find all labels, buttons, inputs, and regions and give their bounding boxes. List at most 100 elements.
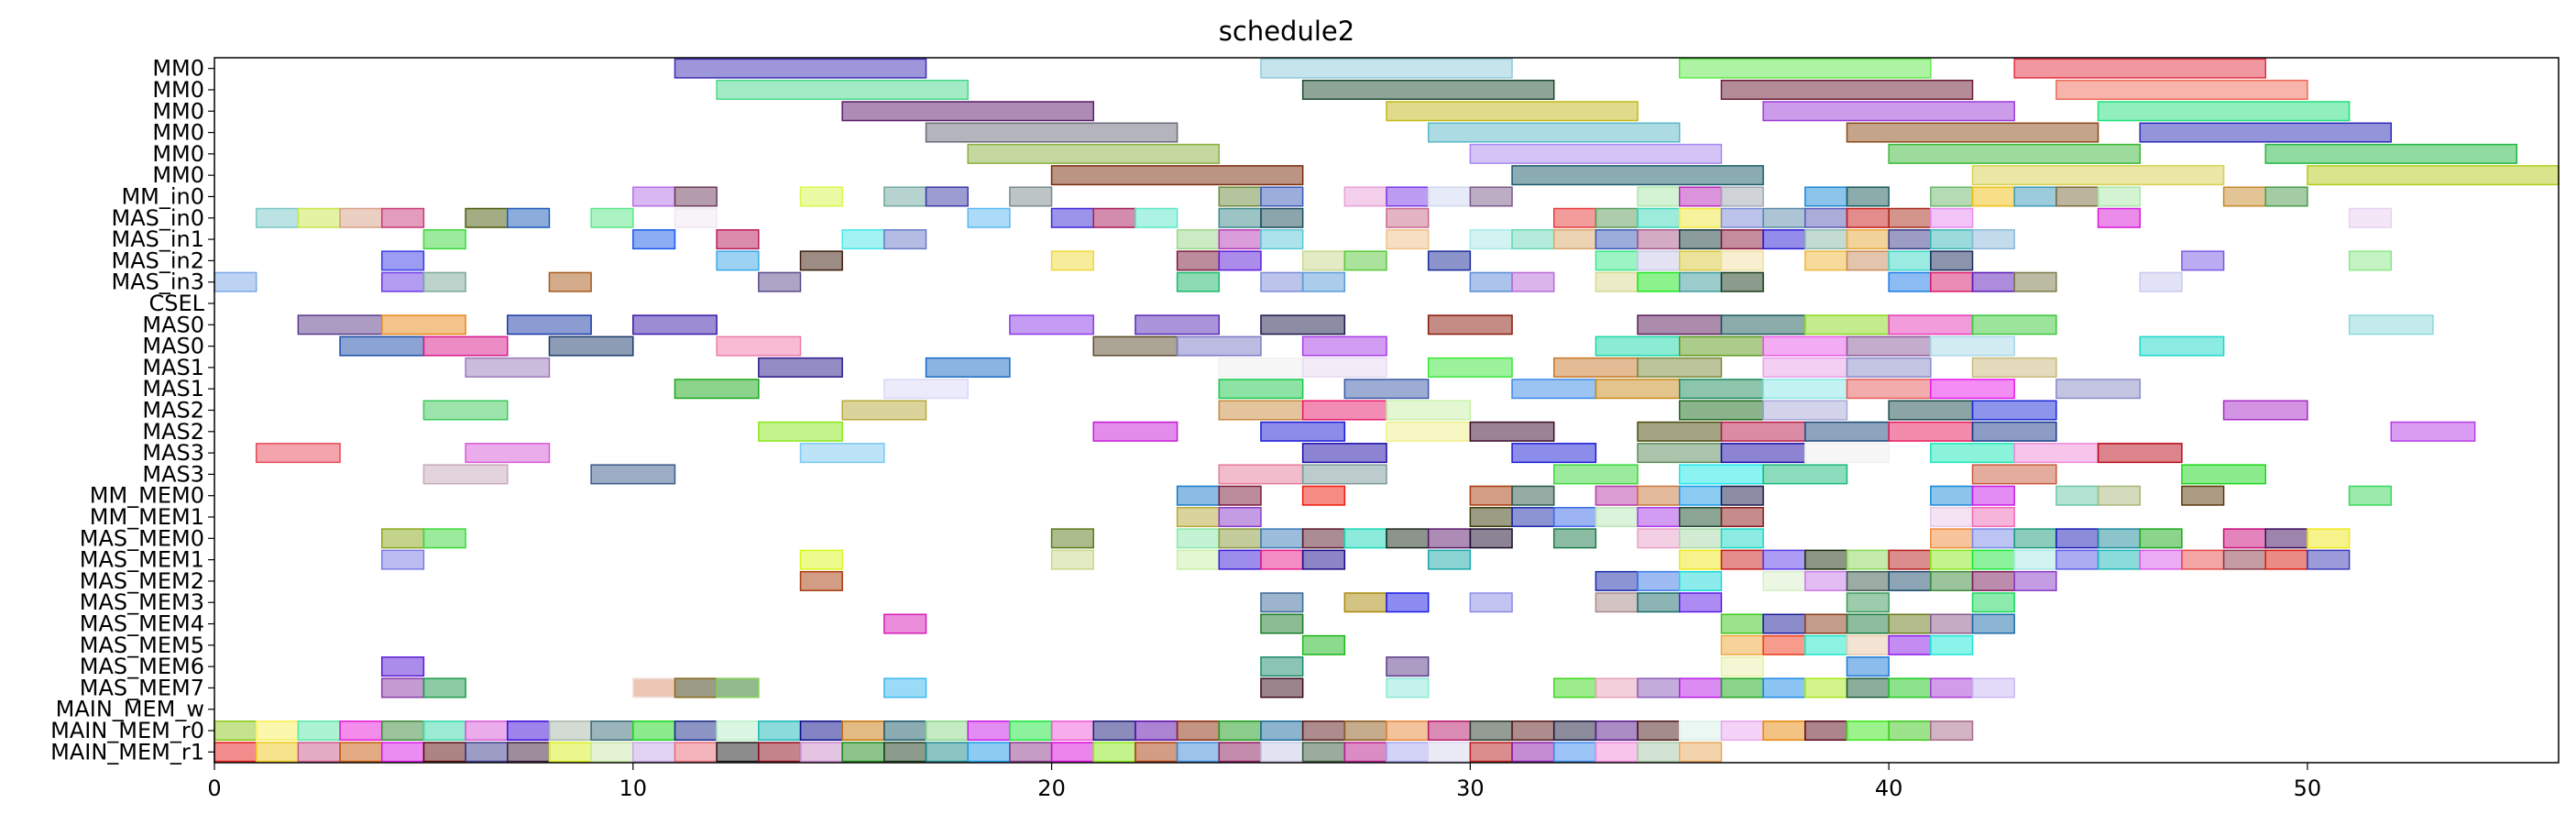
gantt-bar-row29-340 xyxy=(380,677,425,698)
gantt-bar-row17-199 xyxy=(1637,421,1723,442)
gantt-bar-row7-67 xyxy=(1720,207,1764,228)
gantt-bar-row13-149 xyxy=(339,336,425,357)
gantt-bar-row9-102 xyxy=(1218,250,1262,271)
gantt-bar-row6-44 xyxy=(2055,186,2099,207)
gantt-bar-row31-398 xyxy=(1720,720,1764,742)
gantt-bar-row7-70 xyxy=(1846,207,1890,228)
gantt-bar-row13-151 xyxy=(548,336,634,357)
gantt-bar-row29-341 xyxy=(422,677,466,698)
gantt-bar-row31-370 xyxy=(548,720,592,742)
gantt-bar-row27-333 xyxy=(1888,634,1932,655)
gantt-bar-row10-116 xyxy=(214,271,258,292)
gantt-bar-row6-34 xyxy=(1427,186,1472,207)
gantt-bar-row6-45 xyxy=(2097,186,2141,207)
gantt-bar-row28-335 xyxy=(380,656,425,677)
gantt-bar-row14-172 xyxy=(1971,357,2057,378)
gantt-bar-row13-150 xyxy=(422,336,509,357)
gantt-bar-row21-249 xyxy=(1930,507,1974,528)
gantt-bar-row14-164 xyxy=(925,357,1011,378)
gantt-bar-row7-50 xyxy=(339,207,383,228)
gantt-bar-row29-358 xyxy=(1846,677,1890,698)
y-tick-label: MAS0 xyxy=(142,312,204,337)
gantt-bar-row17-197 xyxy=(1386,421,1472,442)
gantt-bar-row25-310 xyxy=(1260,592,1304,613)
gantt-bar-row8-87 xyxy=(1595,229,1639,250)
y-tick-label: MM0 xyxy=(152,141,204,167)
gantt-bar-row31-375 xyxy=(758,720,802,742)
gantt-bar-row21-250 xyxy=(1971,507,2015,528)
gantt-bar-row13-161 xyxy=(2139,336,2225,357)
gantt-bar-row9-101 xyxy=(1176,250,1221,271)
gantt-bar-row5-23 xyxy=(2307,165,2560,186)
gantt-bar-row31-365 xyxy=(339,720,383,742)
gantt-bar-row31-374 xyxy=(716,720,760,742)
gantt-bar-row21-248 xyxy=(1720,507,1764,528)
gantt-bar-row9-109 xyxy=(1720,250,1764,271)
gantt-bar-row10-132 xyxy=(1971,271,2015,292)
gantt-bar-row6-24 xyxy=(632,186,676,207)
gantt-bar-row7-64 xyxy=(1595,207,1639,228)
gantt-bar-row7-60 xyxy=(1218,207,1262,228)
gantt-bar-row26-323 xyxy=(1804,613,1848,634)
gantt-bar-row4-18 xyxy=(1888,143,2141,164)
gantt-bar-row27-330 xyxy=(1762,634,1806,655)
gantt-bar-row10-124 xyxy=(1469,271,1513,292)
gantt-bar-row7-56 xyxy=(967,207,1011,228)
gantt-bar-row27-329 xyxy=(1720,634,1764,655)
gantt-bar-row32-424 xyxy=(1050,742,1094,763)
gantt-bar-row15-181 xyxy=(1846,379,1932,400)
gantt-bar-row6-28 xyxy=(925,186,969,207)
gantt-bar-row9-103 xyxy=(1301,250,1346,271)
gantt-bar-row8-92 xyxy=(1804,229,1848,250)
y-tick-label: MM0 xyxy=(152,162,204,188)
gantt-bar-row21-247 xyxy=(1679,507,1723,528)
gantt-bar-row31-384 xyxy=(1135,720,1178,742)
gantt-bar-row13-156 xyxy=(1595,336,1681,357)
gantt-bar-row32-416 xyxy=(716,742,760,763)
gantt-bar-row32-428 xyxy=(1218,742,1262,763)
y-tick-label: MM0 xyxy=(152,98,204,124)
gantt-bar-row8-95 xyxy=(1930,229,1974,250)
gantt-bar-row18-215 xyxy=(2097,443,2183,464)
gantt-bar-row31-377 xyxy=(841,720,885,742)
gantt-bar-row31-400 xyxy=(1804,720,1848,742)
gantt-bar-row22-251 xyxy=(380,528,425,549)
gantt-bar-row26-321 xyxy=(1720,613,1764,634)
gantt-bar-row8-79 xyxy=(883,229,927,250)
y-axis: MM0MM0MM0MM0MM0MM0MM_in0MAS_in0MAS_in1MA… xyxy=(50,56,214,764)
gantt-bar-row22-253 xyxy=(1050,528,1094,549)
gantt-bar-row15-179 xyxy=(1679,379,1764,400)
gantt-bar-row1-5 xyxy=(1301,79,1555,100)
gantt-bar-row27-331 xyxy=(1804,634,1848,655)
gantt-bar-row9-104 xyxy=(1343,250,1387,271)
gantt-bar-row32-436 xyxy=(1552,742,1597,763)
y-tick-label: MAIN_MEM_r0 xyxy=(50,718,204,743)
gantt-bar-row6-26 xyxy=(799,186,843,207)
gantt-bar-row8-90 xyxy=(1720,229,1764,250)
y-tick-label: CSEL xyxy=(148,291,204,316)
gantt-bar-row19-219 xyxy=(1301,464,1387,485)
gantt-bar-row8-91 xyxy=(1762,229,1806,250)
gantt-bar-row8-96 xyxy=(1971,229,2015,250)
gantt-bar-row20-232 xyxy=(1679,485,1723,506)
gantt-bar-row3-15 xyxy=(2139,122,2393,143)
gantt-bar-row31-380 xyxy=(967,720,1011,742)
gantt-bar-row15-178 xyxy=(1595,379,1681,400)
gantt-bar-row6-47 xyxy=(2264,186,2308,207)
gantt-bar-row10-131 xyxy=(1930,271,1974,292)
gantt-bar-row13-159 xyxy=(1846,336,1932,357)
gantt-bar-row17-204 xyxy=(2390,421,2476,442)
gantt-bar-row8-86 xyxy=(1552,229,1597,250)
gantt-bar-row8-78 xyxy=(841,229,885,250)
gantt-bar-row12-138 xyxy=(632,314,718,336)
gantt-bar-row22-274 xyxy=(2307,528,2351,549)
y-tick-label: MAIN_MEM_r1 xyxy=(50,739,204,764)
gantt-bar-row32-433 xyxy=(1427,742,1472,763)
gantt-bar-row10-134 xyxy=(2139,271,2183,292)
gantt-bar-row23-292 xyxy=(2055,549,2099,570)
gantt-bar-row16-191 xyxy=(1888,400,1974,421)
gantt-bar-row6-40 xyxy=(1846,186,1890,207)
gantt-bar-row32-414 xyxy=(632,742,676,763)
gantt-bar-row12-141 xyxy=(1260,314,1346,336)
